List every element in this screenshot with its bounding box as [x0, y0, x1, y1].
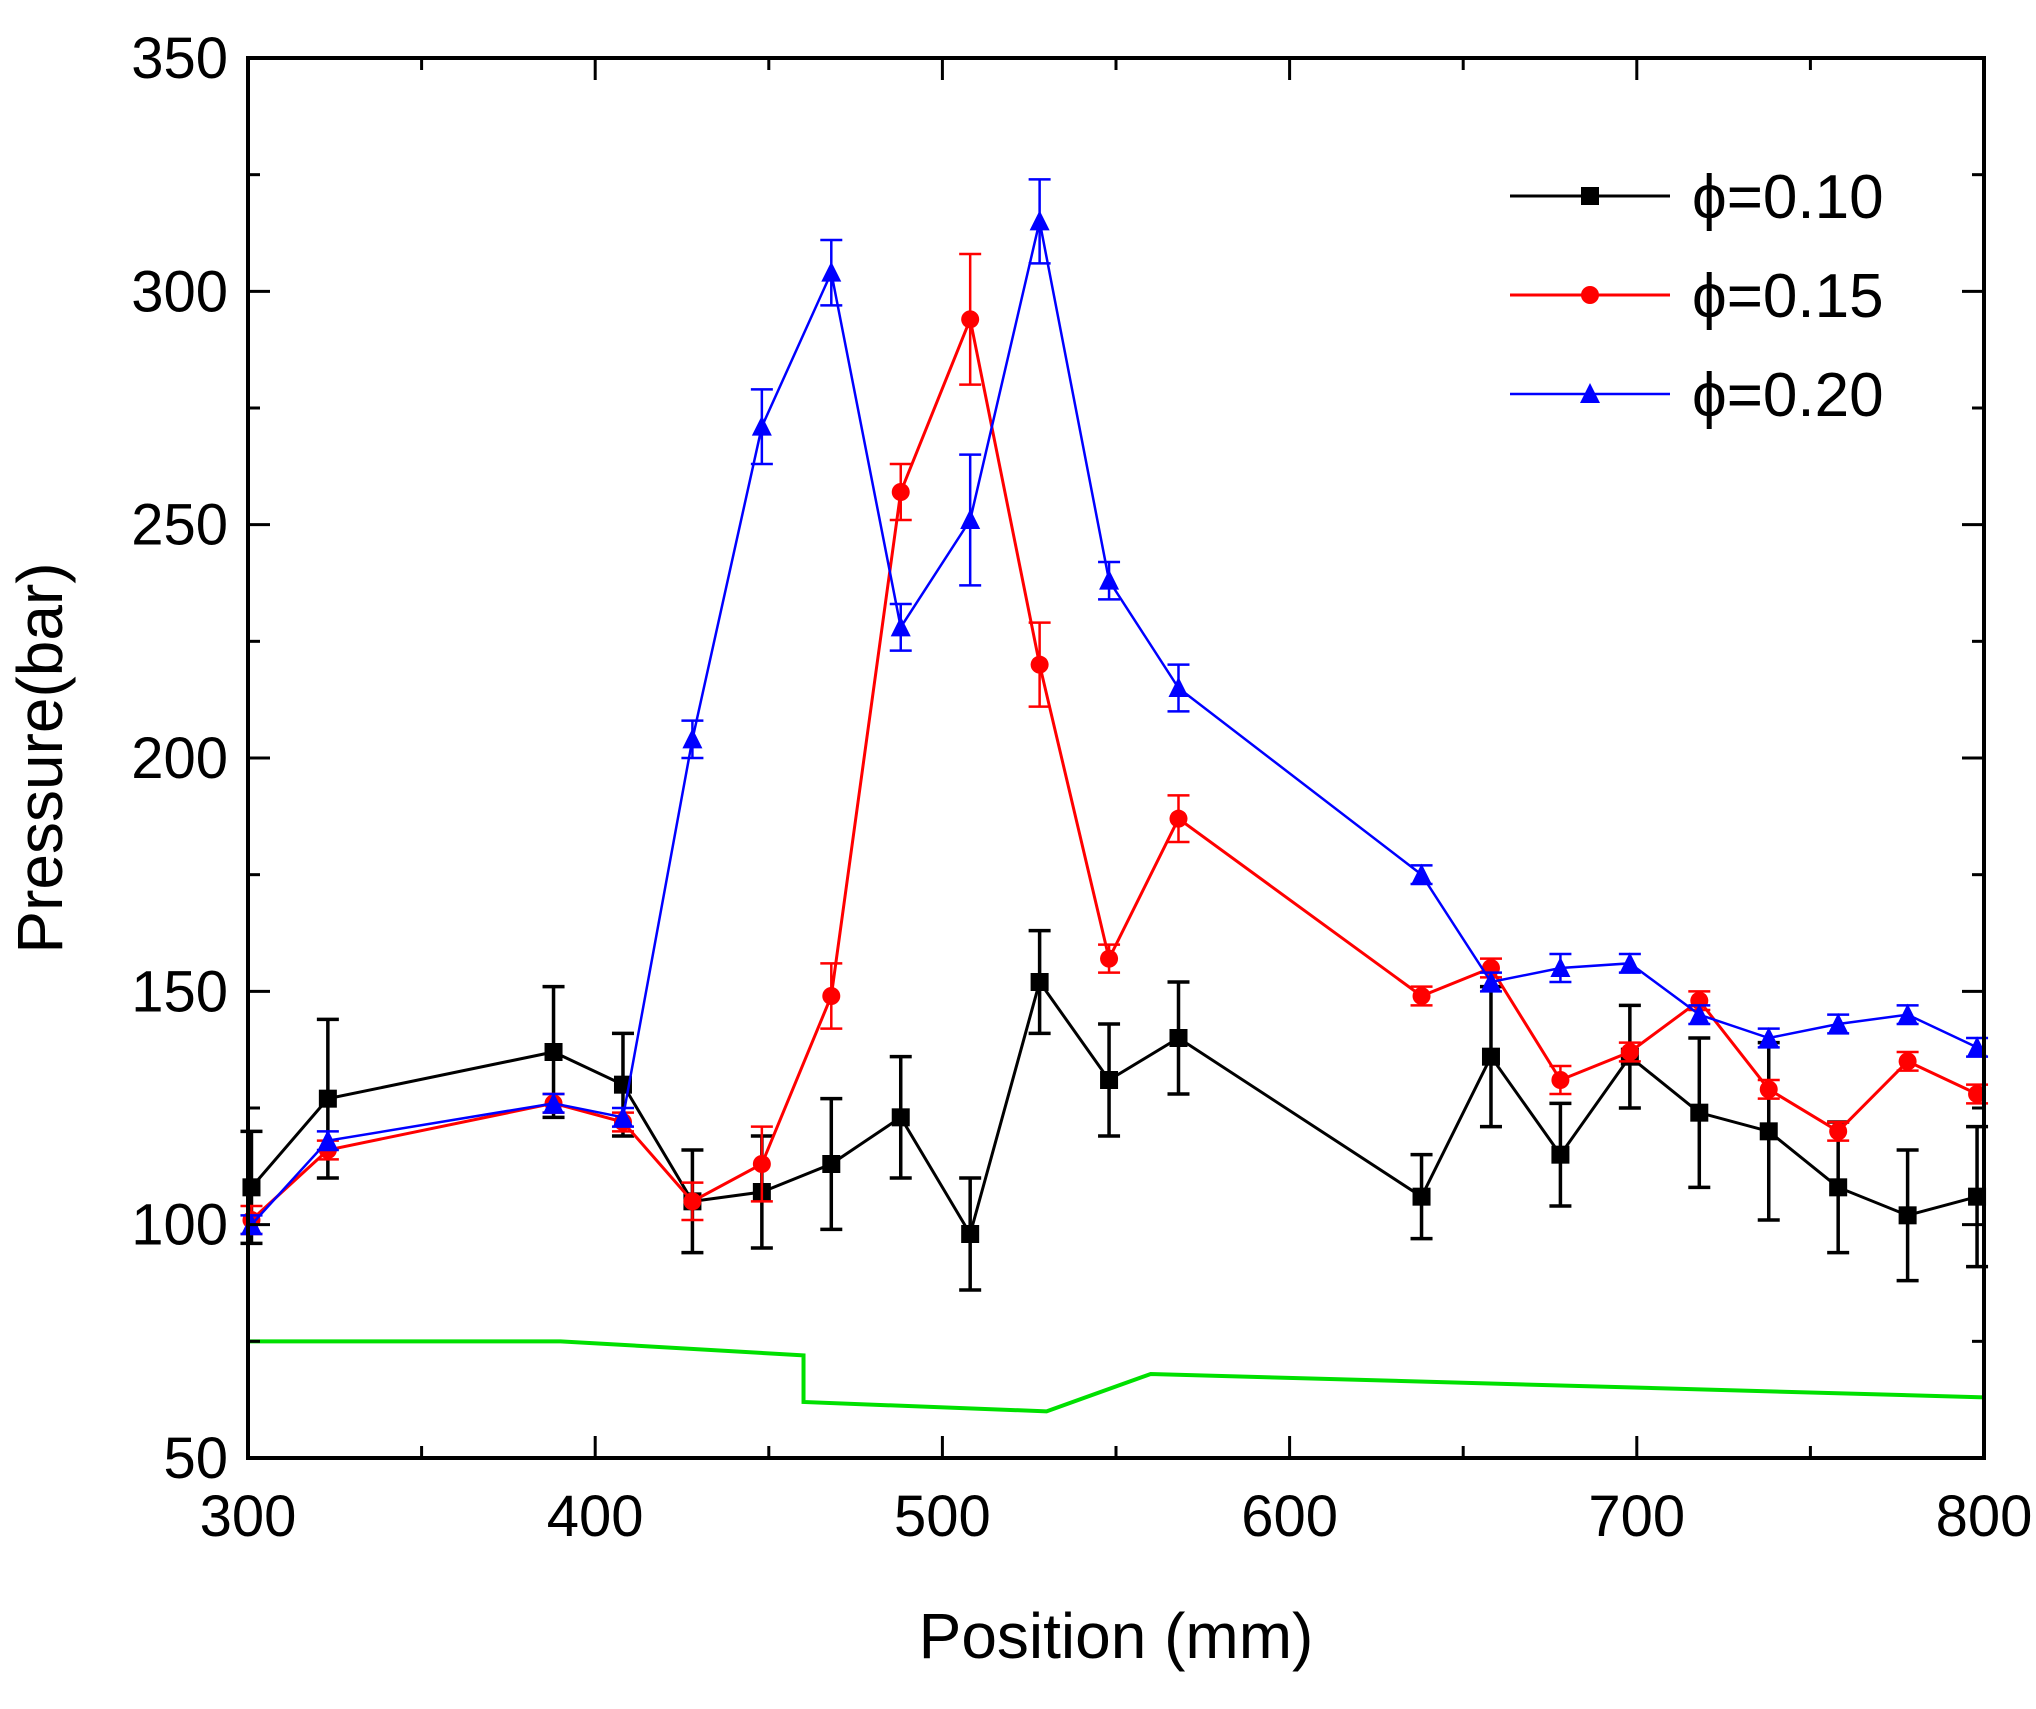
- legend: ϕ=0.10 ϕ=0.15 ϕ=0.20: [1510, 163, 1884, 430]
- axes-layer: 300 400 500 600 700 800 50 100 150 200 250 300 350 Po…: [4, 26, 2032, 1672]
- data-point: [890, 616, 911, 637]
- data-point: [891, 483, 910, 501]
- legend-marker: [1581, 286, 1599, 304]
- data-point: [1829, 1122, 1848, 1141]
- data-point: [1898, 1206, 1917, 1225]
- series-2: [240, 178, 1989, 1236]
- y-tick-label: 50: [163, 1426, 228, 1491]
- data-point: [1759, 1080, 1778, 1099]
- data-point: [1620, 1043, 1639, 1061]
- data-point: [1169, 1029, 1188, 1047]
- data-point: [1480, 971, 1501, 991]
- data-point: [1829, 1178, 1848, 1197]
- data-point: [682, 728, 703, 749]
- x-tick-label: 700: [1588, 1484, 1685, 1549]
- data-point: [1897, 1003, 1918, 1024]
- series-1: [240, 252, 1989, 1236]
- y-tick-label: 300: [131, 259, 228, 324]
- data-point: [683, 1192, 702, 1211]
- x-axis-title: Position (mm): [919, 1600, 1314, 1672]
- data-point: [1551, 1145, 1570, 1164]
- data-point: [612, 1106, 633, 1127]
- data-point: [822, 1155, 841, 1173]
- y-tick-label: 350: [131, 26, 228, 91]
- data-point: [1100, 949, 1119, 968]
- data-point: [821, 261, 842, 282]
- x-tick-label: 500: [894, 1484, 991, 1549]
- data-point: [751, 415, 772, 436]
- y-tick-label: 200: [131, 726, 228, 791]
- data-point: [1551, 1071, 1570, 1089]
- x-tick-label: 800: [1936, 1484, 2033, 1549]
- data-point: [1690, 1103, 1709, 1122]
- data-point: [242, 1178, 261, 1197]
- data-point: [1169, 809, 1188, 828]
- y-tick-label: 150: [131, 959, 228, 1024]
- data-point: [1411, 863, 1432, 884]
- data-point: [1968, 1085, 1987, 1103]
- data-point: [318, 1089, 337, 1108]
- data-point: [891, 1108, 910, 1127]
- data-point: [543, 1092, 564, 1113]
- data-point: [1412, 1187, 1431, 1206]
- y-tick-label: 250: [131, 493, 228, 558]
- y-axis-title: Pressure(bar): [4, 562, 76, 953]
- data-point: [752, 1155, 771, 1173]
- data-point: [1029, 210, 1050, 231]
- data-point: [1100, 1071, 1119, 1089]
- data-point: [1758, 1027, 1779, 1047]
- data-point: [1550, 957, 1571, 977]
- data-point: [961, 310, 980, 329]
- data-point: [960, 509, 981, 529]
- data-point: [1168, 677, 1189, 697]
- y-tick-label: 100: [131, 1193, 228, 1258]
- data-point: [1689, 1003, 1710, 1024]
- data-point: [1898, 1052, 1917, 1071]
- legend-marker: [1580, 383, 1600, 403]
- series-3: [248, 1339, 1985, 1414]
- legend-label: ϕ=0.10: [1692, 163, 1884, 232]
- data-point: [822, 987, 841, 1005]
- data-point: [1030, 973, 1049, 991]
- data-point: [961, 1225, 980, 1243]
- data-point: [1619, 952, 1640, 973]
- data-point: [544, 1043, 563, 1061]
- data-point: [1759, 1122, 1778, 1141]
- legend-label: ϕ=0.15: [1692, 262, 1884, 331]
- data-point: [1968, 1187, 1987, 1206]
- legend-label: ϕ=0.20: [1692, 361, 1884, 430]
- x-tick-label: 600: [1241, 1484, 1338, 1549]
- series-line: [248, 1339, 1985, 1414]
- data-point: [1481, 1047, 1500, 1066]
- series-0: [240, 928, 1989, 1292]
- x-tick-label: 400: [547, 1484, 644, 1549]
- x-tick-label: 300: [200, 1484, 297, 1549]
- data-point: [1828, 1013, 1849, 1033]
- data-point: [317, 1129, 338, 1150]
- data-point: [1030, 655, 1049, 674]
- legend-marker: [1581, 187, 1599, 205]
- data-point: [1412, 987, 1431, 1005]
- plot-layer: [240, 178, 1989, 1414]
- data-point: [1099, 569, 1120, 590]
